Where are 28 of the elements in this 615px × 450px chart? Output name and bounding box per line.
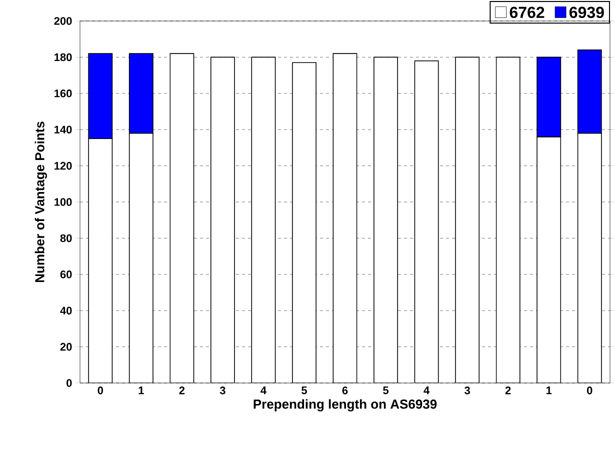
x-tick-label: 1 — [138, 386, 144, 394]
x-axis-title: Prepending length on AS6939 — [254, 399, 437, 412]
x-tick-label: 5 — [302, 386, 307, 394]
x-tick-label: 4 — [424, 386, 430, 394]
legend-label: 6939 — [569, 6, 604, 18]
x-tick-label: 1 — [546, 386, 552, 394]
y-tick-label: 60 — [60, 270, 72, 278]
y-tick-label: 120 — [54, 162, 72, 170]
x-tick-label: 0 — [587, 386, 592, 394]
y-tick-label: 40 — [60, 306, 72, 314]
y-tick-label: 200 — [54, 17, 72, 25]
x-tick-label: 3 — [464, 386, 470, 394]
y-tick-label: 160 — [54, 90, 72, 98]
x-tick-label: 0 — [98, 386, 103, 394]
legend-label: 6762 — [510, 6, 544, 18]
y-tick-label: 140 — [54, 126, 72, 134]
y-tick-label: 0 — [66, 379, 72, 387]
x-tick-label: 5 — [383, 386, 389, 394]
x-tick-label: 2 — [179, 386, 185, 394]
x-tick-label: 2 — [505, 386, 511, 394]
x-tick-label: 4 — [260, 386, 266, 394]
x-tick-label: 6 — [342, 386, 348, 394]
y-tick-label: 20 — [60, 342, 72, 351]
y-axis-title: Number of Vantage Points — [34, 122, 47, 282]
y-tick-label: 100 — [54, 198, 72, 206]
x-tick-label: 3 — [220, 386, 226, 394]
y-tick-label: 180 — [54, 53, 72, 62]
y-tick-label: 80 — [60, 234, 72, 242]
